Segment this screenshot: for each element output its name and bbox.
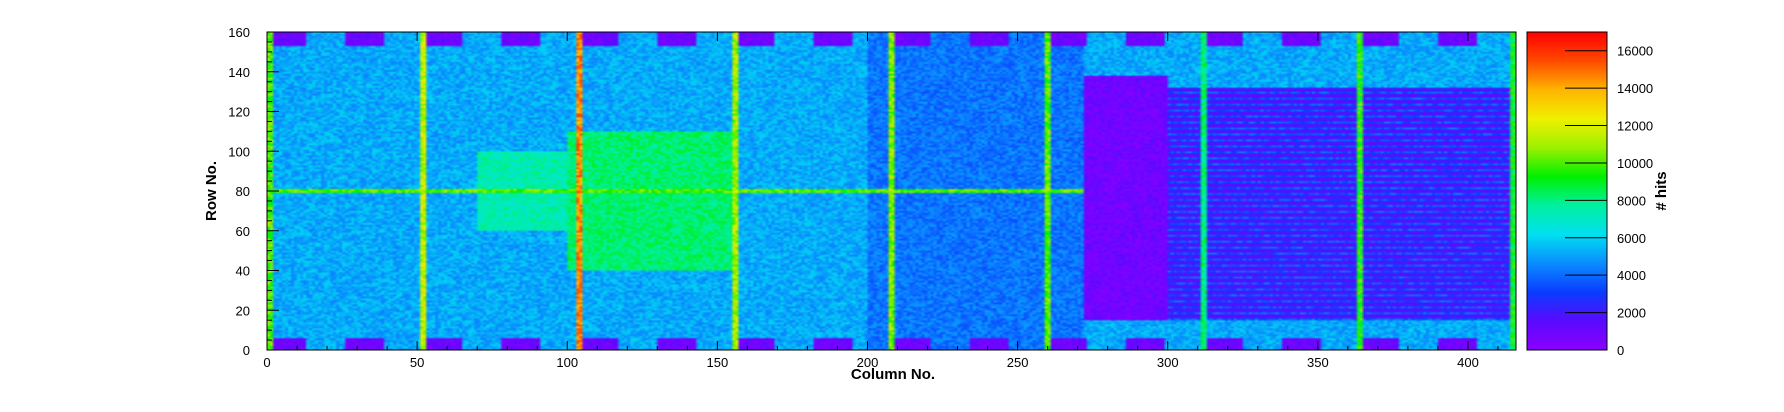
color-scale-bar	[1527, 32, 1607, 350]
x-tick-label: 50	[410, 355, 424, 370]
y-axis-ticks: 0 20 40 60 80 100 120 140 160	[228, 25, 279, 358]
color-scale-ticks: 0 2000 4000 6000 8000 10000 12000 14000 16000	[1526, 31, 1653, 358]
x-tick-label: 200	[857, 355, 879, 370]
x-tick-label: 400	[1457, 355, 1479, 370]
y-tick-label: 160	[228, 25, 250, 40]
x-tick-label: 300	[1157, 355, 1179, 370]
x-tick-label: 100	[556, 355, 578, 370]
z-tick-label: 4000	[1617, 268, 1646, 283]
z-tick-label: 14000	[1617, 81, 1653, 96]
y-axis-title: Row No.	[203, 161, 220, 221]
heatmap-image	[267, 32, 1516, 350]
y-tick-label: 0	[243, 343, 250, 358]
z-tick-label: 10000	[1617, 156, 1653, 171]
y-tick-label: 40	[236, 264, 250, 279]
color-scale-frame	[1526, 31, 1608, 351]
x-tick-label: 150	[707, 355, 729, 370]
y-tick-label: 120	[228, 105, 250, 120]
y-tick-label: 140	[228, 65, 250, 80]
z-tick-label: 8000	[1617, 193, 1646, 208]
y-tick-label: 60	[236, 224, 250, 239]
y-tick-label: 20	[236, 303, 250, 318]
x-axis-ticks: 0 50 100 150 200 250 300 350 400	[263, 32, 1499, 370]
color-scale-title: # hits	[1653, 171, 1670, 210]
y-tick-label: 80	[236, 184, 250, 199]
x-tick-label: 350	[1307, 355, 1329, 370]
x-tick-label: 250	[1007, 355, 1029, 370]
z-tick-label: 16000	[1617, 44, 1653, 59]
z-tick-label: 2000	[1617, 306, 1646, 321]
z-tick-label: 12000	[1617, 119, 1653, 134]
z-tick-label: 0	[1617, 343, 1624, 358]
y-tick-label: 100	[228, 144, 250, 159]
x-axis-title: Column No.	[851, 366, 935, 383]
x-tick-label: 0	[263, 355, 270, 370]
z-tick-label: 6000	[1617, 231, 1646, 246]
